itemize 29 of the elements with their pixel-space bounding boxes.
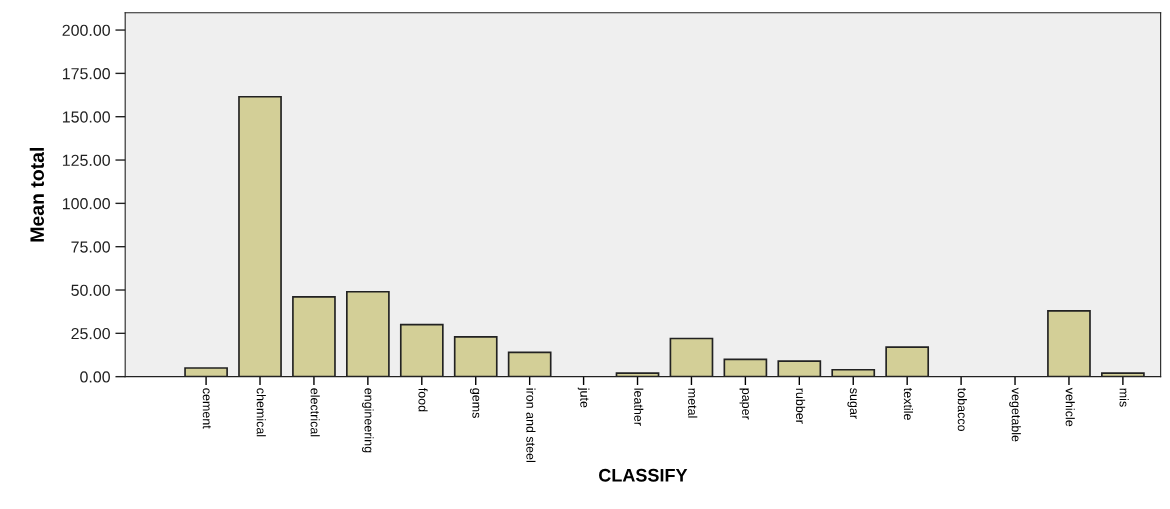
x-tick-label: jute xyxy=(577,387,590,408)
x-tick-label: iron and steel xyxy=(526,388,536,462)
x-tick-label: engineering xyxy=(362,388,374,453)
y-tick-label: 25.00 xyxy=(71,327,110,340)
y-tick-label: 200.00 xyxy=(62,24,110,36)
x-tick-label: electrical xyxy=(310,388,320,437)
y-tick-label: 150.00 xyxy=(62,111,110,123)
y-tick-label: 75.00 xyxy=(71,241,110,253)
y-tick-label: 50.00 xyxy=(71,284,110,296)
y-axis-title: Mean total xyxy=(29,147,45,242)
x-tick-label: food xyxy=(418,387,428,412)
x-tick-label: vehicle xyxy=(1065,387,1075,427)
x-tick-label: rubber xyxy=(795,388,806,424)
x-tick-label: vegetable xyxy=(1009,387,1021,442)
x-tick-label: paper xyxy=(739,388,749,420)
x-tick-label: metal xyxy=(688,388,698,418)
x-tick-label: tobacco xyxy=(957,387,967,432)
x-tick-label: leather xyxy=(634,388,644,426)
x-tick-label: chemical xyxy=(256,388,266,437)
x-axis-title: CLASSIFY xyxy=(599,468,688,482)
x-tick-label: textile xyxy=(903,387,913,420)
y-tick-label: 100.00 xyxy=(62,197,110,210)
y-tick-label: 125.00 xyxy=(62,154,110,166)
x-tick-label: sugar xyxy=(847,388,857,419)
y-tick-label: 0.00 xyxy=(80,371,110,383)
x-tick-label: cement xyxy=(202,388,211,429)
x-tick-label: gems xyxy=(469,388,480,418)
x-tick-label: mis xyxy=(1119,388,1129,407)
y-tick-label: 175.00 xyxy=(62,68,110,80)
